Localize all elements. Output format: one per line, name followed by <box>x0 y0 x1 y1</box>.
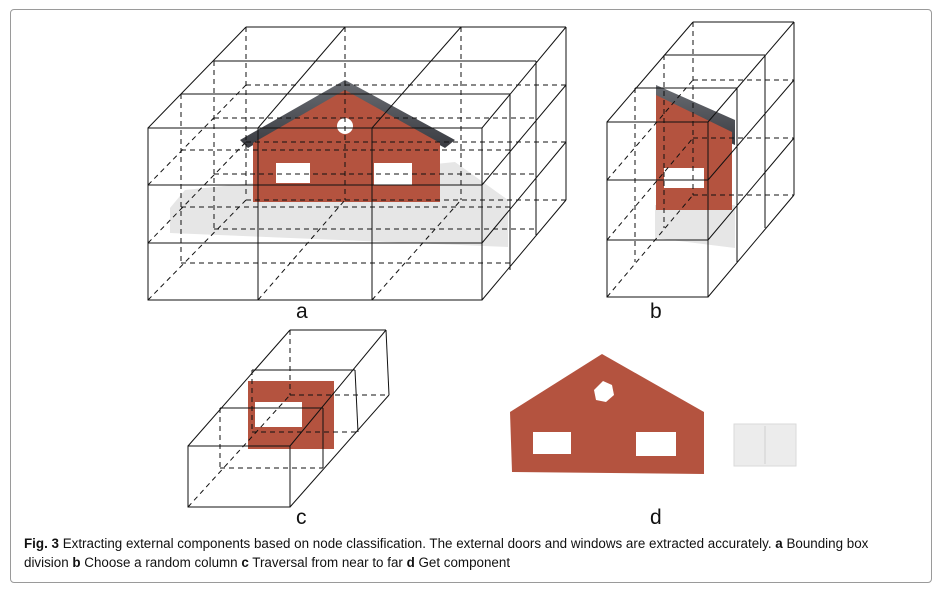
caption-key-b: b <box>72 555 81 570</box>
window-slice <box>664 168 704 188</box>
traversal-solid-lines <box>187 329 390 508</box>
caption-text-a: Bounding box division <box>24 536 869 570</box>
panel-label-c: c <box>296 506 307 529</box>
traversal-hidden-lines <box>187 330 389 508</box>
panel-d-component <box>510 354 797 474</box>
panel-label-d: d <box>650 506 662 529</box>
caption-key-d: d <box>406 555 415 570</box>
panel-b-random-column <box>606 21 795 298</box>
column-hidden-lines <box>606 22 794 298</box>
caption-key-a: a <box>775 536 783 551</box>
panel-a-bounding-box-division <box>147 26 567 301</box>
window-left <box>276 163 310 183</box>
extracted-round-window <box>594 381 614 402</box>
grid-hidden-lines <box>147 27 566 301</box>
caption-main-text: Extracting external components based on … <box>58 536 776 551</box>
figure-caption: Fig. 3 Extracting external components ba… <box>24 534 904 572</box>
grid-solid-lines <box>147 26 567 301</box>
window-right <box>374 163 412 185</box>
window-fragment <box>255 402 302 427</box>
panel-label-a: a <box>296 300 308 323</box>
caption-text-c: Traversal from near to far <box>248 555 407 570</box>
panel-c-traversal <box>187 329 390 508</box>
caption-fig-label: Fig. 3 <box>24 536 59 551</box>
caption-text-b: Choose a random column <box>80 555 242 570</box>
caption-key-c: c <box>241 555 249 570</box>
panel-label-b: b <box>650 300 662 323</box>
extracted-window-left <box>533 432 571 454</box>
figure-frame <box>10 9 932 583</box>
ground-plane-slice <box>655 205 735 248</box>
extracted-window-right <box>636 432 676 456</box>
caption-text-d: Get component <box>414 555 511 570</box>
